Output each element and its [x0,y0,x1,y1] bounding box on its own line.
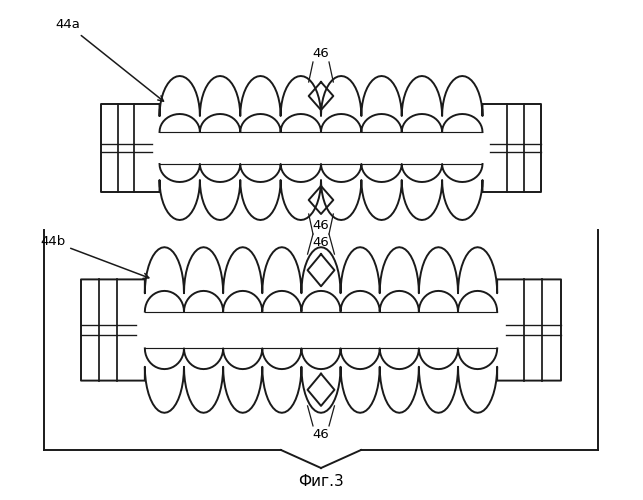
Text: Фиг.3: Фиг.3 [298,474,344,490]
Text: 44b: 44b [40,235,149,279]
Text: 46: 46 [312,219,329,232]
Text: 44a: 44a [55,18,163,101]
Text: 46: 46 [312,236,329,249]
Text: 46: 46 [312,428,329,441]
Text: 46: 46 [312,47,329,60]
